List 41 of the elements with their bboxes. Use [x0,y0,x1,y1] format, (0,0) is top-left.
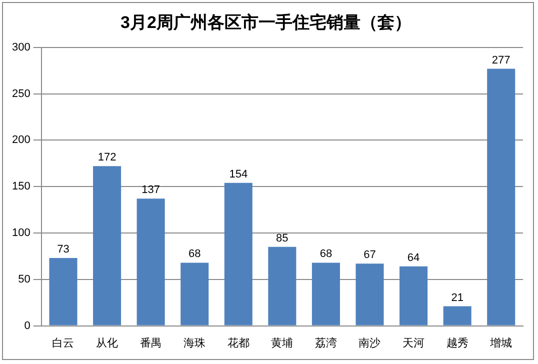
data-label: 67 [364,249,376,262]
x-tick-label: 白云 [52,337,74,350]
x-tick-label: 番禺 [140,336,162,350]
bar [312,262,340,326]
x-tick-label: 从化 [96,336,118,350]
data-label: 85 [276,232,288,244]
y-tick-label: 150 [12,180,30,193]
bar [93,166,122,326]
data-label: 277 [492,54,510,66]
bar [443,306,472,326]
x-tick-label: 荔湾 [314,336,337,350]
bar [136,198,165,326]
data-label: 64 [407,252,420,264]
data-label: 68 [188,248,201,260]
y-tick-label: 250 [12,88,30,100]
bar [400,266,428,326]
x-tick-label: 海珠 [184,336,206,350]
chart-title: 3月2周广州各区市一手住宅销量（套） [120,12,412,32]
data-label: 137 [142,184,160,196]
y-tick-label: 200 [12,134,30,146]
data-label: 21 [451,292,464,304]
bar [224,182,252,326]
bar [487,68,516,326]
bar [180,262,209,326]
bar [49,258,78,326]
x-tick-label: 越秀 [446,336,468,350]
data-label: 68 [320,248,332,260]
x-tick-label: 天河 [402,337,425,350]
y-tick-label: 300 [12,41,30,54]
x-tick-label: 花都 [227,336,250,350]
data-label: 154 [229,168,248,180]
x-tick-label: 南沙 [358,336,381,350]
x-tick-label: 增城 [489,336,512,350]
y-tick-label: 100 [12,227,30,240]
bar [268,246,296,326]
data-label: 172 [98,152,116,164]
bar [356,264,384,326]
y-tick-label: 50 [18,273,30,286]
data-label: 73 [57,244,70,256]
x-tick-label: 黄埔 [271,336,294,350]
y-tick-label: 0 [24,320,30,332]
